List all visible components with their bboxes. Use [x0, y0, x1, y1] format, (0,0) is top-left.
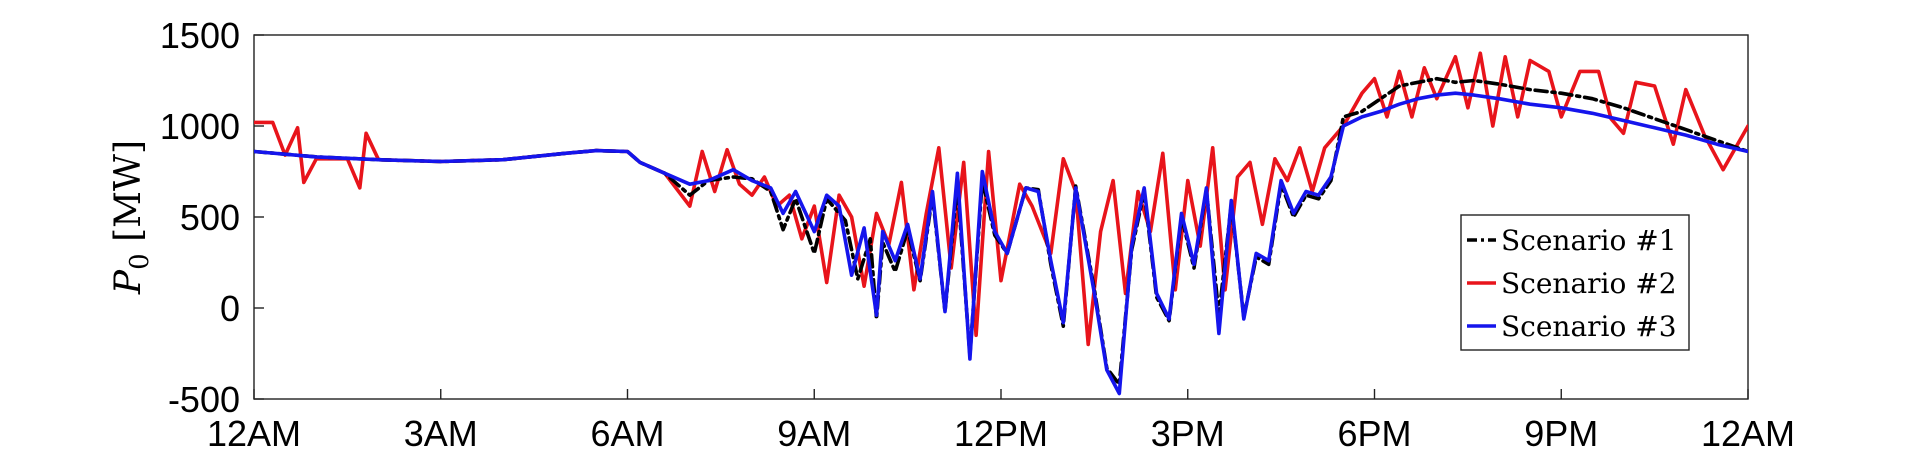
legend: Scenario #1 Scenario #2 Scenario #3 — [1460, 214, 1690, 351]
x-tick-label: 3AM — [404, 413, 478, 454]
legend-label: Scenario #2 — [1501, 267, 1677, 300]
series-line-scenario-3 — [254, 91, 1748, 396]
x-tick-label: 9AM — [777, 413, 851, 454]
axes-frame — [253, 34, 1749, 400]
axes: 12AM 3AM 6AM 9AM 12PM 3PM 6PM 9PM 12AM 1500 1000 50… — [160, 15, 1795, 454]
x-tick-label: 9PM — [1524, 413, 1598, 454]
x-tick-label: 6AM — [590, 413, 664, 454]
x-tick-label: 12AM — [1701, 413, 1795, 454]
y-axis-title: P0 [MW] — [108, 140, 155, 295]
x-tick-label: 6PM — [1337, 413, 1411, 454]
legend-box — [1460, 214, 1690, 351]
y-axis-label: P0 [MW] — [108, 140, 155, 295]
y-tick-label: 0 — [220, 288, 240, 329]
x-tick-label: 12AM — [207, 413, 301, 454]
ylabel-subscript: 0 — [125, 253, 155, 270]
y-tick-label: 1000 — [160, 106, 240, 147]
ylabel-unit: [MW] — [108, 140, 149, 253]
x-tick-label: 3PM — [1151, 413, 1225, 454]
series-line-scenario-1 — [254, 76, 1748, 387]
ylabel-main: P — [108, 269, 149, 295]
y-tick-label: 500 — [180, 197, 240, 238]
y-tick-label: 1500 — [160, 15, 240, 56]
legend-label: Scenario #1 — [1501, 224, 1677, 257]
legend-label: Scenario #3 — [1501, 310, 1677, 343]
series-layer — [254, 51, 1748, 396]
x-tick-label: 12PM — [954, 413, 1048, 454]
y-tick-label: -500 — [168, 379, 240, 420]
